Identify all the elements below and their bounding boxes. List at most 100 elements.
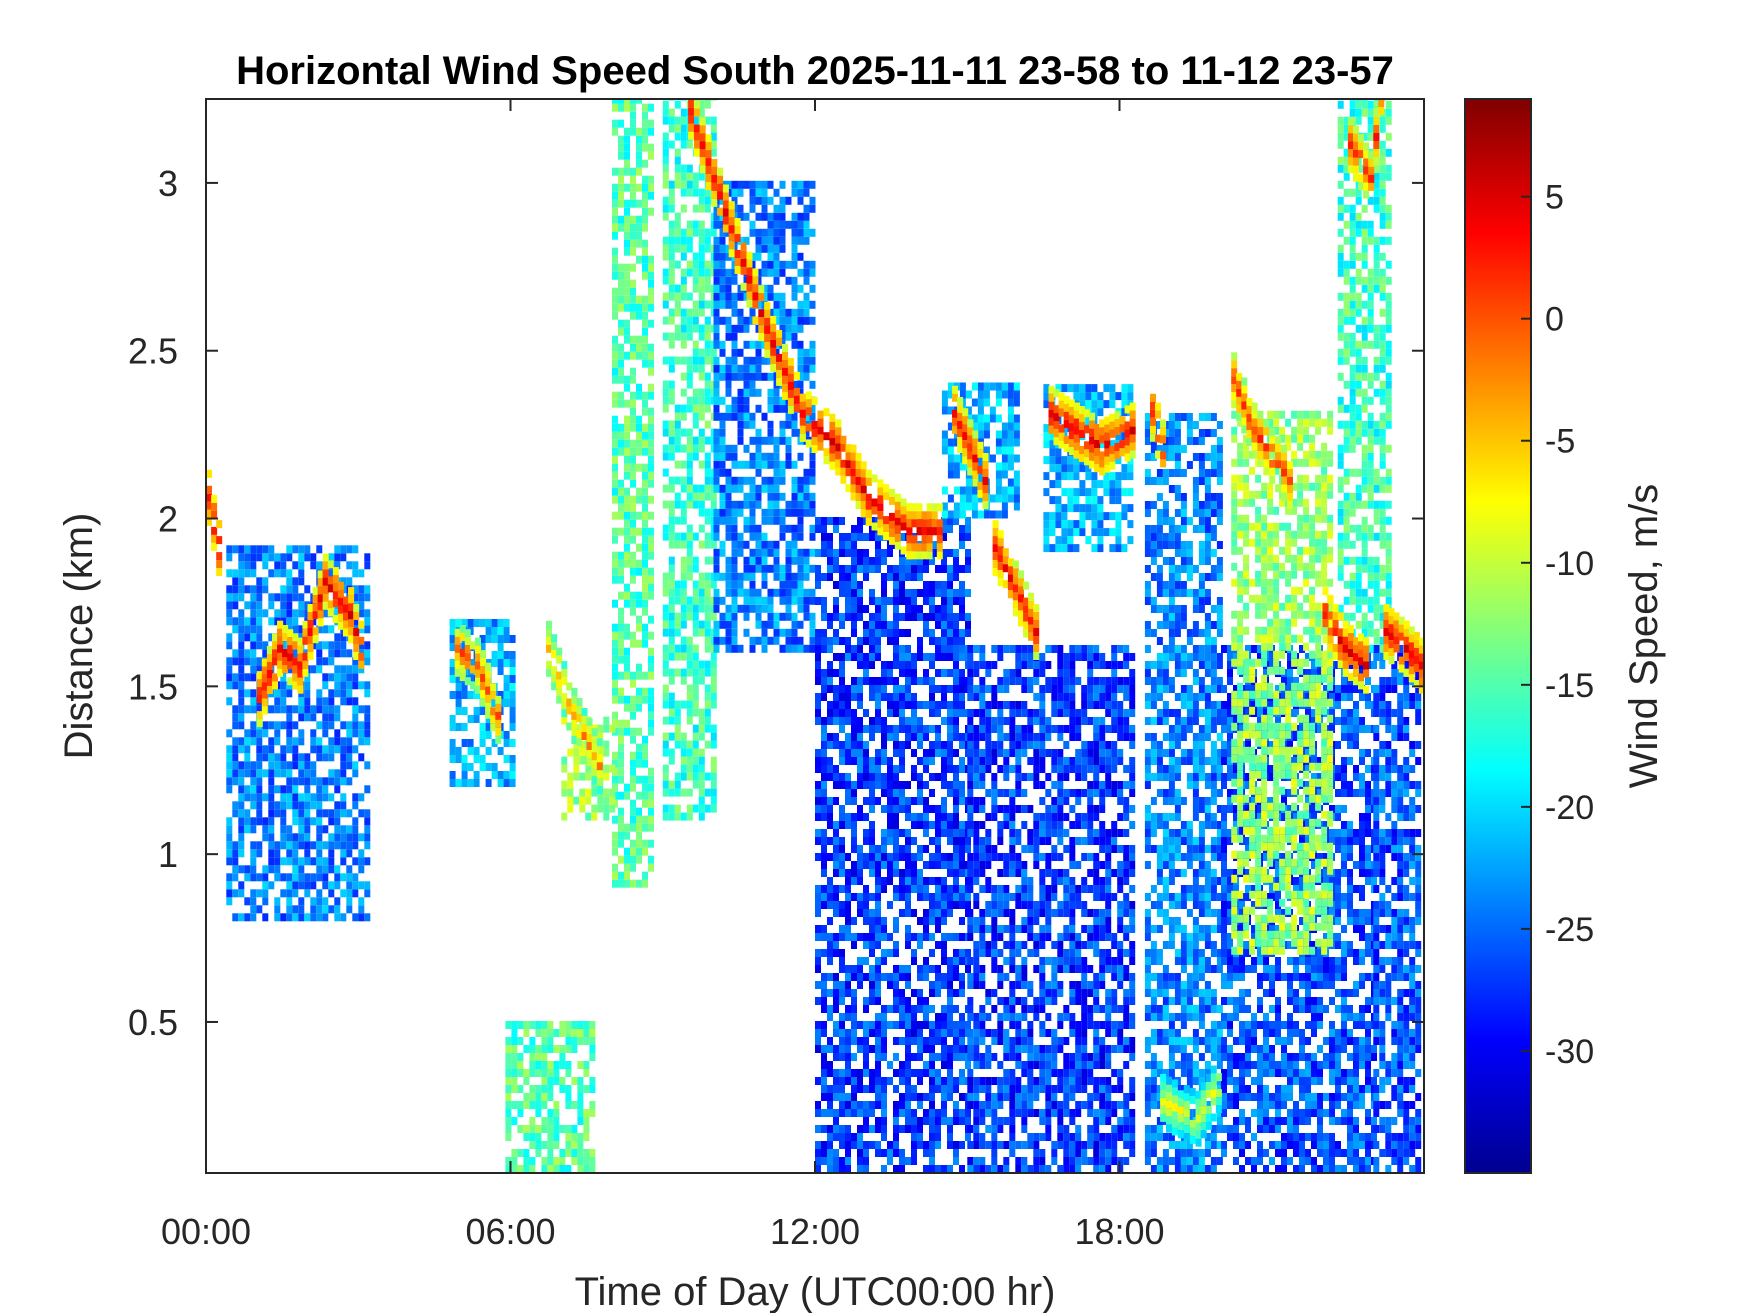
heat-cell (1027, 1029, 1034, 1037)
heat-cell (1093, 1141, 1100, 1149)
heat-cell (863, 1165, 869, 1173)
heat-cell (630, 103, 636, 112)
heat-cell (899, 557, 905, 565)
heat-cell (815, 965, 821, 973)
heat-cell (1051, 885, 1058, 893)
heat-cell (1015, 973, 1022, 981)
heat-cell (857, 549, 863, 557)
heat-cell (680, 284, 687, 293)
heat-cell (997, 1117, 1004, 1125)
heat-cell (618, 351, 624, 360)
heat-cell (680, 564, 687, 573)
heat-cell (941, 1013, 947, 1021)
heat-cell (917, 1077, 923, 1085)
heat-cell (1156, 1133, 1163, 1141)
heat-cell (1174, 757, 1181, 765)
heat-cell (1051, 877, 1058, 885)
heat-cell (815, 1021, 821, 1029)
heat-cell (662, 100, 669, 109)
heat-cell (1039, 821, 1046, 829)
heat-cell (887, 565, 893, 573)
heat-cell (674, 732, 681, 741)
heat-cell (761, 460, 768, 469)
heat-cell (668, 580, 675, 589)
heat-cell (839, 1093, 845, 1101)
heat-cell (947, 789, 953, 797)
heat-cell (648, 799, 654, 808)
heat-cell (779, 260, 786, 269)
heat-cell (893, 949, 899, 957)
heat-cell (917, 1125, 923, 1133)
heat-cell (648, 567, 654, 576)
heat-cell (785, 524, 792, 533)
heat-cell (1051, 749, 1058, 757)
heat-cell (719, 196, 726, 205)
heat-cell (1033, 1149, 1040, 1157)
heat-cell (785, 508, 792, 517)
heat-cell (833, 597, 839, 605)
heat-cell (1162, 861, 1169, 869)
heat-cell (797, 452, 804, 461)
heat-cell (899, 597, 905, 605)
heat-cell (618, 815, 624, 824)
heat-cell (668, 180, 675, 189)
heat-cell (1129, 997, 1136, 1005)
heat-cell (905, 1125, 911, 1133)
heat-cell (1057, 909, 1064, 917)
heat-cell (1057, 685, 1064, 693)
heat-cell (1099, 781, 1106, 789)
heat-cell (761, 228, 768, 237)
heat-cell (935, 845, 941, 853)
heat-cell (935, 1021, 941, 1029)
heat-cell (686, 492, 693, 501)
heat-cell (863, 1029, 869, 1037)
heat-cell (1069, 821, 1076, 829)
heat-cell (923, 1037, 929, 1045)
heat-cell (624, 383, 630, 392)
heat-cell (815, 781, 821, 789)
heat-cell (755, 556, 762, 565)
heat-cell (1087, 813, 1094, 821)
heat-cell (1174, 493, 1181, 501)
heat-cell (1093, 701, 1100, 709)
heat-cell (839, 717, 845, 725)
heat-cell (1027, 1037, 1034, 1045)
heat-cell (749, 356, 756, 365)
heat-cell (698, 596, 705, 605)
heat-cell (755, 228, 762, 237)
heat-cell (935, 1085, 941, 1093)
heat-cell (1156, 581, 1163, 589)
heat-cell (973, 1093, 980, 1101)
heat-cell (636, 759, 642, 768)
heat-cell (869, 789, 875, 797)
heat-cell (941, 781, 947, 789)
heat-cell (803, 644, 810, 653)
heat-cell (686, 180, 693, 189)
heat-cell (648, 447, 654, 456)
heat-cell (719, 412, 726, 421)
heat-cell (767, 396, 774, 405)
heat-cell (997, 789, 1004, 797)
heat-cell (674, 652, 681, 661)
heat-cell (1087, 885, 1094, 893)
heat-cell (911, 717, 917, 725)
heat-cell (797, 620, 804, 629)
heat-cell (668, 524, 675, 533)
heat-cell (979, 1005, 986, 1013)
heat-cell (725, 316, 732, 325)
heat-cell (887, 797, 893, 805)
heat-cell (1180, 757, 1187, 765)
heat-cell (911, 701, 917, 709)
heat-cell (917, 973, 923, 981)
heat-cell (642, 255, 648, 264)
heat-cell (857, 1021, 863, 1029)
heat-cell (624, 631, 630, 640)
heat-cell (704, 772, 711, 781)
heat-cell (1099, 1077, 1106, 1085)
heat-cell (1087, 965, 1094, 973)
heat-cell (923, 821, 929, 829)
heat-cell (905, 701, 911, 709)
heat-cell (1144, 509, 1151, 517)
heat-cell (959, 653, 965, 661)
heat-cell (965, 1109, 971, 1117)
